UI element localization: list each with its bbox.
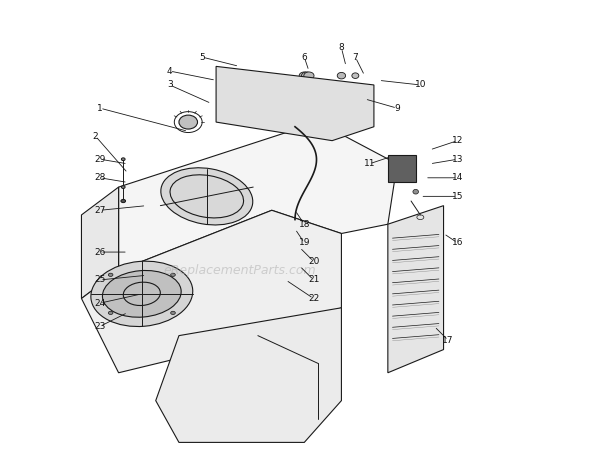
- Ellipse shape: [234, 95, 245, 103]
- Text: 3: 3: [167, 80, 172, 90]
- Text: 7: 7: [352, 53, 358, 62]
- Text: 24: 24: [94, 298, 106, 308]
- Text: 21: 21: [308, 276, 319, 284]
- Text: 20: 20: [308, 257, 319, 266]
- Ellipse shape: [413, 190, 418, 194]
- Text: 25: 25: [94, 276, 106, 284]
- Text: 6: 6: [301, 53, 307, 62]
- Ellipse shape: [396, 165, 407, 172]
- Text: 22: 22: [308, 294, 319, 303]
- Polygon shape: [81, 187, 119, 298]
- Text: 5: 5: [199, 53, 205, 62]
- Polygon shape: [388, 155, 416, 183]
- Ellipse shape: [261, 99, 273, 108]
- Ellipse shape: [179, 115, 198, 129]
- Text: 26: 26: [94, 248, 106, 256]
- Ellipse shape: [122, 158, 125, 161]
- Ellipse shape: [122, 186, 125, 189]
- Text: 19: 19: [299, 238, 310, 248]
- Text: 28: 28: [94, 173, 106, 182]
- Text: 23: 23: [94, 322, 106, 331]
- Ellipse shape: [304, 72, 314, 79]
- Polygon shape: [388, 205, 444, 373]
- Text: 2: 2: [93, 132, 98, 141]
- Text: eReplacementParts.com: eReplacementParts.com: [163, 264, 316, 277]
- Ellipse shape: [91, 261, 193, 326]
- Text: 11: 11: [363, 159, 375, 169]
- Ellipse shape: [109, 273, 113, 276]
- Text: 27: 27: [94, 206, 106, 215]
- Text: 9: 9: [394, 104, 400, 113]
- Ellipse shape: [121, 199, 126, 203]
- Ellipse shape: [109, 311, 113, 314]
- Text: 13: 13: [452, 155, 463, 164]
- Polygon shape: [216, 66, 374, 141]
- Text: 12: 12: [452, 136, 463, 145]
- Text: 8: 8: [339, 43, 345, 52]
- Text: 1: 1: [97, 104, 103, 113]
- Ellipse shape: [352, 73, 359, 78]
- Text: 14: 14: [452, 173, 463, 182]
- Text: 18: 18: [299, 219, 310, 229]
- Bar: [235, 99, 304, 122]
- Ellipse shape: [301, 72, 312, 79]
- Ellipse shape: [161, 168, 253, 225]
- Ellipse shape: [313, 99, 324, 108]
- Ellipse shape: [171, 311, 175, 314]
- Polygon shape: [119, 122, 397, 271]
- Polygon shape: [81, 210, 342, 373]
- Ellipse shape: [337, 72, 346, 79]
- Ellipse shape: [103, 270, 181, 317]
- Text: 4: 4: [167, 66, 172, 76]
- Ellipse shape: [299, 72, 309, 79]
- Text: 15: 15: [452, 192, 463, 201]
- Text: 10: 10: [415, 80, 426, 90]
- Text: 17: 17: [442, 336, 454, 345]
- Polygon shape: [156, 308, 342, 442]
- Ellipse shape: [171, 273, 175, 276]
- Text: 29: 29: [94, 155, 106, 164]
- Text: 16: 16: [452, 238, 463, 248]
